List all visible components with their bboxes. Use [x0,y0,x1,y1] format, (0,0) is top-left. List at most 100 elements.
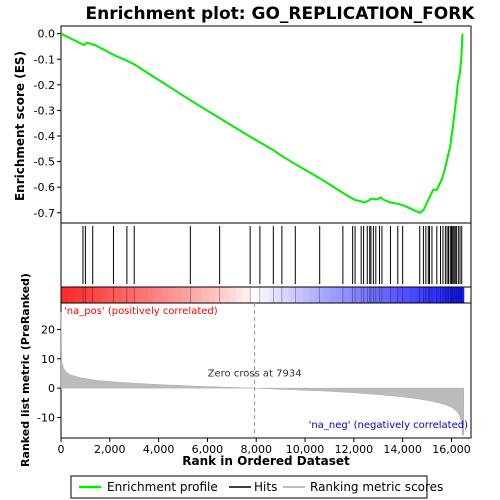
x-tick-label: 12,000 [335,443,374,456]
color-bar-segment [81,287,89,303]
metric-y-tick-label: 10 [41,353,55,366]
x-axis-ticks: 0 2,000 4,000 6,000 8,000 10,000 12,000 14,000 1… [58,438,471,456]
color-bar-segment [430,287,438,303]
color-bar-segment [342,287,351,303]
chart-title: Enrichment plot: GO_REPLICATION_FORK [86,4,476,24]
ranking-color-bar [60,286,472,304]
color-bar-segment [148,287,156,303]
color-bar-segment [181,287,190,303]
color-bar-segment [121,287,129,303]
x-tick-label: 10,000 [286,443,325,456]
x-tick-label: 0 [58,443,65,456]
color-bar-segment [228,287,237,303]
color-bar-segment [262,287,270,303]
x-tick-label: 4,000 [143,443,175,456]
color-bar-segment [94,287,102,303]
color-bar-segment [248,287,257,303]
color-bar-segment [409,287,418,303]
zero-cross-label: Zero cross at 7934 [208,368,302,379]
color-bar-segment [154,287,163,303]
color-bar-segment [416,287,425,303]
enrichment-profile-line [60,32,464,214]
color-bar-segment [235,287,243,303]
color-bar-segment [222,287,230,303]
color-bar-segment [356,287,364,303]
hits-panel-frame [60,222,472,288]
color-bar-segment [161,287,169,303]
pos-label: 'na_pos' (positively correlated) [64,306,218,317]
color-bar-segment [61,287,69,303]
hits-panel [60,222,472,288]
color-bar-segment [87,287,96,303]
color-bar-segment [456,287,465,303]
color-bar-segment [289,287,297,303]
color-bar-segment [74,287,82,303]
es-y-ticks: 0.0 -0.1 -0.2 -0.3 -0.4 -0.5 -0.6 -0.7 [34,28,61,220]
x-tick-label: 2,000 [94,443,126,456]
legend-hits-label: Hits [254,480,277,494]
color-bar-segment [188,287,196,303]
es-y-tick-label: -0.7 [34,207,55,220]
hit-lines [82,226,463,284]
ranking-metric-area [60,311,464,436]
es-y-tick-label: -0.3 [34,104,55,117]
metric-y-tick-label: 20 [41,323,55,336]
es-y-tick-label: -0.1 [34,53,55,66]
color-bar-segment [175,287,183,303]
color-bar-segment [363,287,371,303]
color-bar-segment [107,287,116,303]
x-tick-label: 16,000 [432,443,471,456]
es-y-tick-label: -0.4 [34,130,55,143]
metric-y-axis-title: Ranked list metric (PreRanked) [19,273,32,467]
legend-metric-label: Ranking metric scores [310,480,443,494]
color-bar-segment [423,287,431,303]
color-bar-segment [336,287,344,303]
color-bar-segment [215,287,223,303]
color-bar-segment [128,287,136,303]
color-bar-segment [322,287,331,303]
color-bar-segment [141,287,149,303]
metric-y-ticks: 20 10 0 -10 [37,323,61,424]
color-bar-segment [302,287,310,303]
color-bar-segment [114,287,123,303]
x-tick-label: 14,000 [383,443,422,456]
es-y-tick-label: -0.6 [34,181,55,194]
es-y-tick-label: -0.5 [34,156,55,169]
color-bar-segment [269,287,277,303]
legend-profile-label: Enrichment profile [107,480,218,494]
color-bar-segment [282,287,290,303]
color-bar-segment [383,287,391,303]
legend: Enrichment profile Hits Ranking metric s… [70,475,443,499]
x-tick-label: 6,000 [192,443,224,456]
color-bar-segment [201,287,210,303]
es-y-axis-title: Enrichment score (ES) [13,51,27,201]
color-bar-segment [389,287,398,303]
color-bar-segment [208,287,216,303]
es-panel: 0.0 -0.1 -0.2 -0.3 -0.4 -0.5 -0.6 -0.7 [34,25,472,224]
color-bar-segment [295,287,304,303]
color-bar-segment [309,287,317,303]
x-axis-title: Rank in Ordered Dataset [182,454,350,468]
color-bar-segment [329,287,337,303]
x-tick-label: 8,000 [240,443,272,456]
color-bar-segment [101,287,109,303]
color-bar-segment [195,287,203,303]
color-bar-segment [255,287,263,303]
color-bar-segment [168,287,176,303]
es-y-tick-label: -0.2 [34,79,55,92]
metric-y-tick-label: 0 [48,382,55,395]
color-bar-segment [134,287,143,303]
es-y-tick-label: 0.0 [38,28,56,41]
metric-y-tick-label: -10 [37,411,55,424]
color-bar-segment [67,287,76,303]
color-bar-segment [376,287,384,303]
color-bar-segment [275,287,284,303]
neg-label: 'na_neg' (negatively correlated) [309,420,468,431]
metric-panel: 20 10 0 -10 'na_pos' (positively correlated… [37,302,472,439]
color-bar-segment [349,287,357,303]
color-bar-segment [242,287,250,303]
color-bar-segment [396,287,404,303]
color-bar-segment [403,287,411,303]
